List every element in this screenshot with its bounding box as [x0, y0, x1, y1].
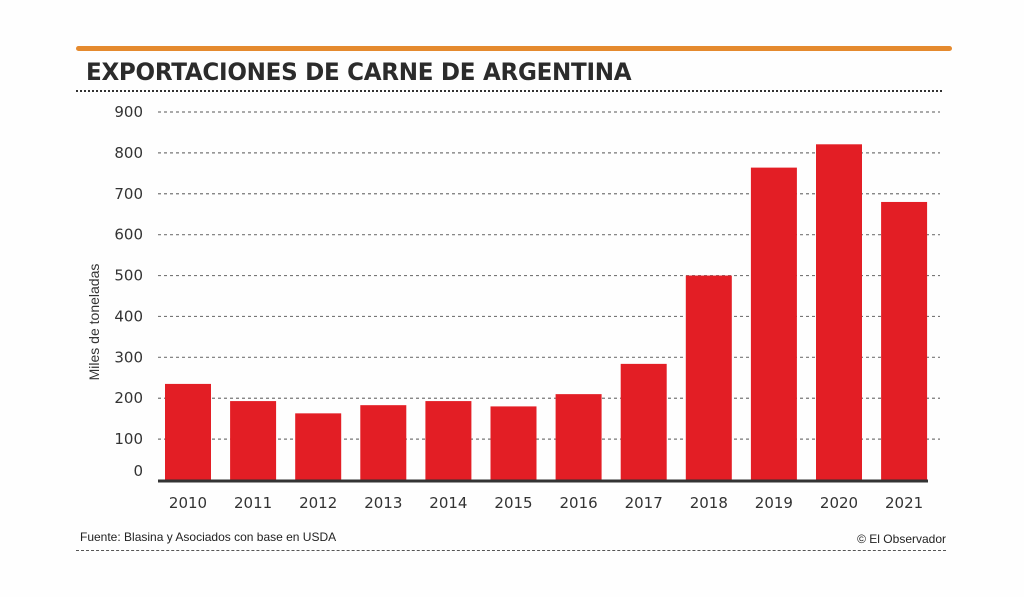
x-tick-label: 2020 [820, 494, 858, 512]
y-axis-label: Miles de toneladas [86, 264, 102, 381]
bar-2016 [555, 394, 602, 480]
y-tick-label: 0 [133, 462, 143, 480]
y-tick-label: 800 [114, 144, 143, 162]
bar-2013 [360, 405, 407, 480]
gridlines [158, 111, 940, 440]
x-tick-labels: 2010 2011 2012 2013 2014 2015 2016 2017 2018 2019… [169, 494, 923, 512]
y-tick-labels: 0 100 200 300 400 500 600 700 800 900 [114, 103, 143, 480]
bar-2021 [881, 201, 928, 480]
top-accent-rule [76, 46, 952, 51]
bar-2010 [165, 383, 211, 480]
x-tick-label: 2021 [885, 494, 923, 512]
y-tick-label: 500 [114, 267, 143, 285]
source-note: Fuente: Blasina y Asociados con base en … [80, 530, 337, 544]
y-tick-label: 300 [114, 348, 143, 366]
bar-2018 [685, 275, 732, 480]
x-tick-label: 2015 [494, 494, 532, 512]
x-tick-label: 2019 [755, 494, 793, 512]
x-tick-label: 2017 [625, 494, 663, 512]
x-tick-label: 2010 [169, 494, 207, 512]
x-tick-label: 2014 [429, 494, 467, 512]
y-tick-label: 100 [114, 430, 143, 448]
bars [165, 144, 928, 480]
bar-2011 [230, 401, 277, 480]
y-tick-label: 400 [114, 307, 143, 325]
y-tick-label: 200 [114, 389, 143, 407]
footer-divider [76, 550, 946, 551]
bar-2017 [620, 363, 667, 480]
credit-note: © El Observador [857, 532, 946, 546]
y-tick-label: 600 [114, 226, 143, 244]
y-tick-label: 900 [114, 103, 143, 121]
bar-2015 [490, 406, 537, 480]
bar-2020 [816, 144, 862, 480]
x-tick-label: 2012 [299, 494, 337, 512]
bar-2014 [425, 401, 472, 480]
x-tick-label: 2011 [234, 494, 272, 512]
chart-title: EXPORTACIONES DE CARNE DE ARGENTINA [86, 58, 632, 86]
x-tick-label: 2018 [690, 494, 728, 512]
x-tick-label: 2016 [560, 494, 598, 512]
y-tick-label: 700 [114, 185, 143, 203]
bar-2019 [750, 167, 797, 480]
title-divider [76, 90, 942, 92]
x-tick-label: 2013 [364, 494, 402, 512]
bar-2012 [295, 413, 342, 480]
